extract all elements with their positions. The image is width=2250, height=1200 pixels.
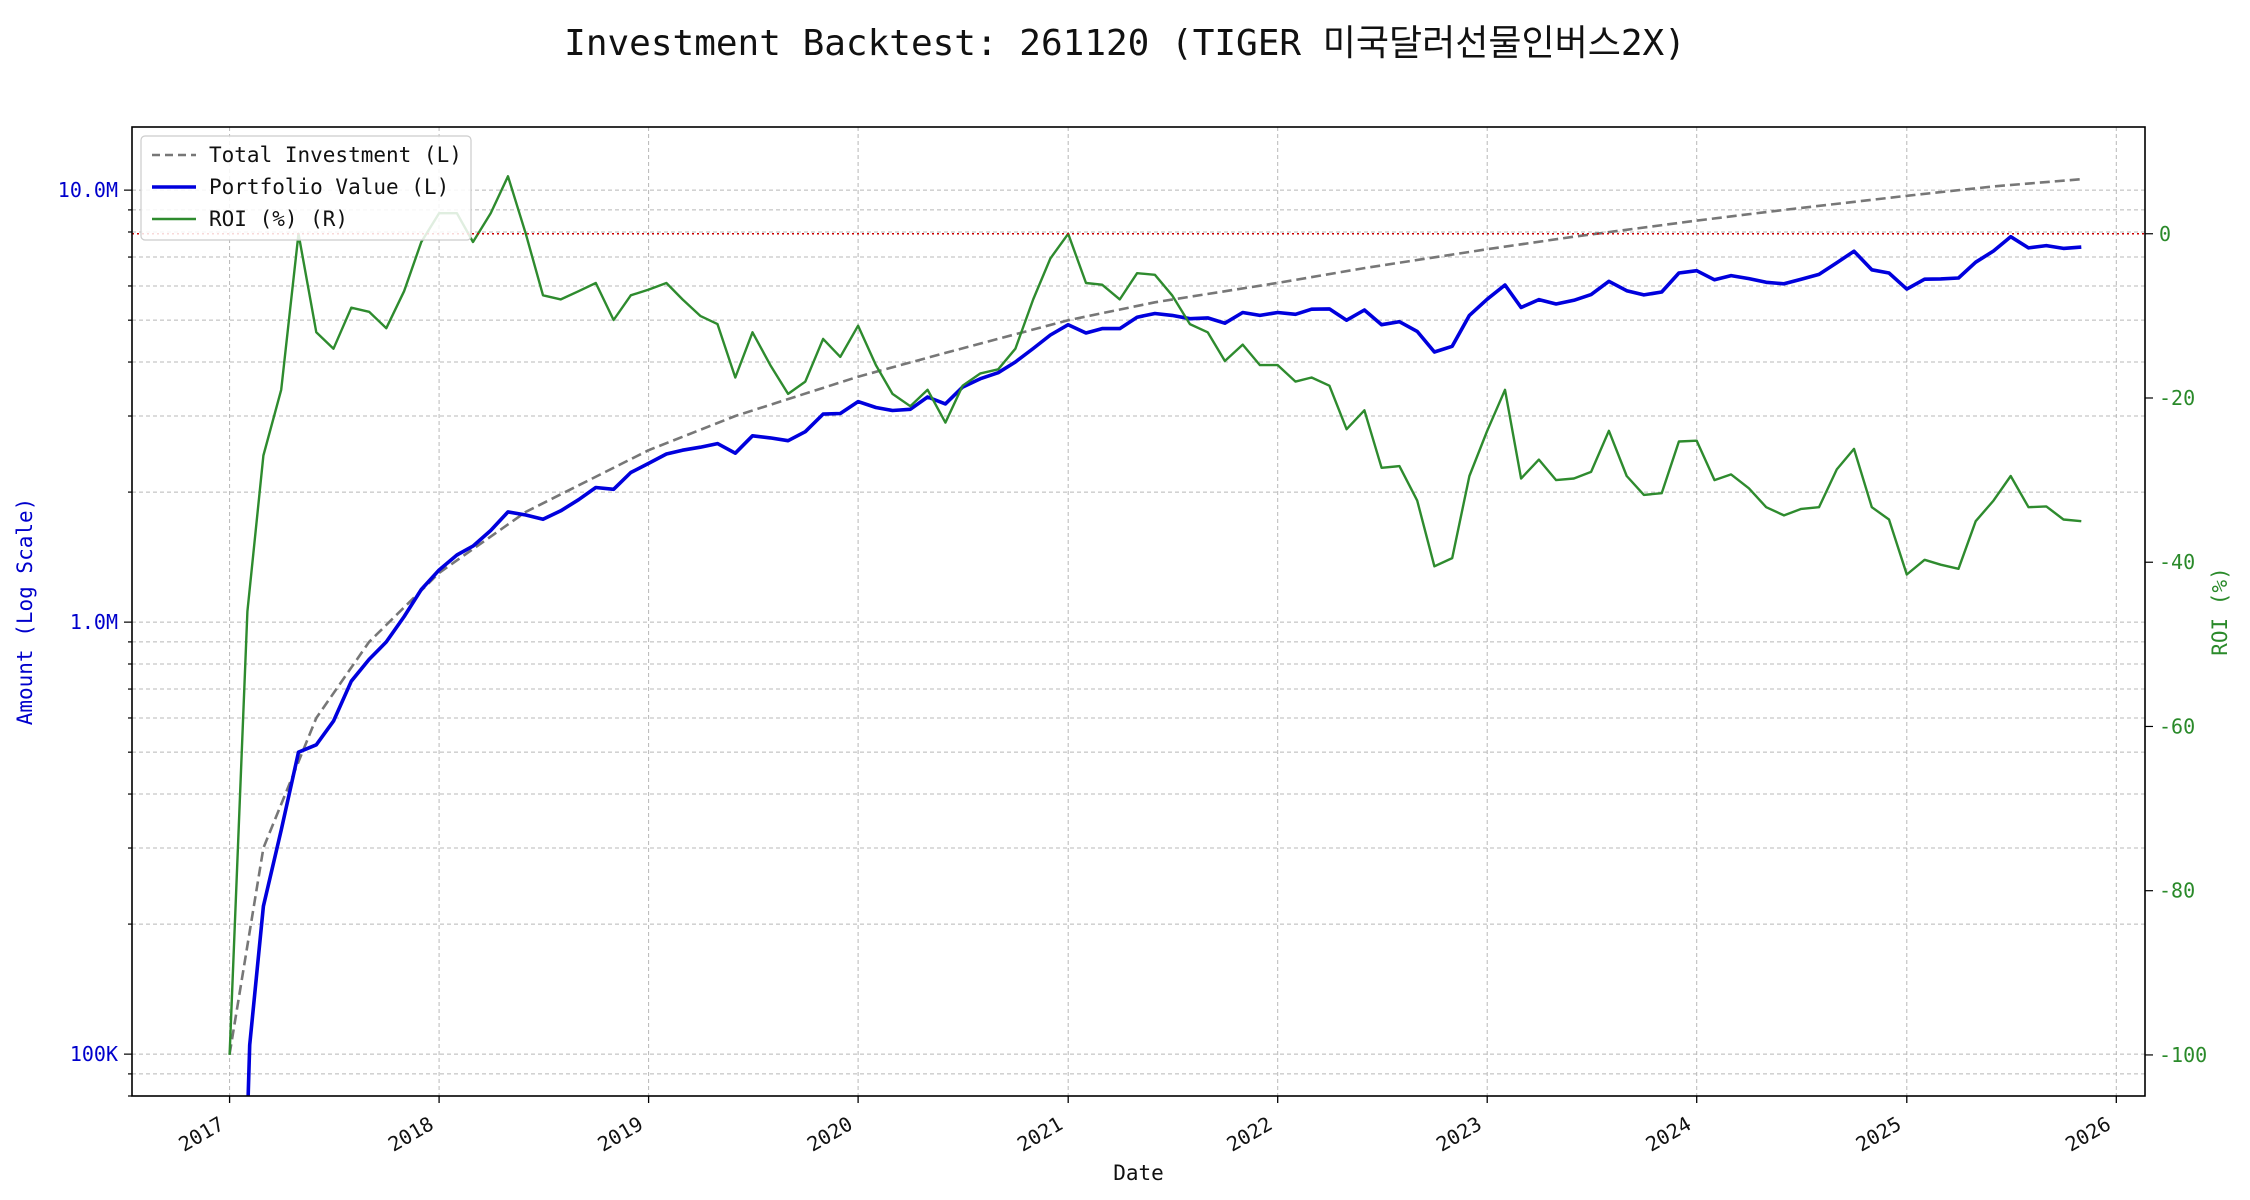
- x-tick-label: 2023: [1432, 1112, 1486, 1157]
- legend-label-roi: ROI (%) (R): [209, 207, 348, 231]
- x-tick-label: 2021: [1013, 1112, 1067, 1157]
- legend-label-portfolio-value: Portfolio Value (L): [209, 175, 449, 199]
- x-tick-label: 2024: [1641, 1112, 1695, 1157]
- legend-box: [140, 135, 472, 241]
- x-tick-label: 2026: [2061, 1112, 2115, 1157]
- y-axis-left-label: Amount (Log Scale): [13, 498, 37, 726]
- y-left-tick-label: 100K: [70, 1042, 118, 1066]
- tick-layer: 2017 2018 2019 2020 2021 2022 2023 2024 2025 2026…: [58, 178, 2207, 1156]
- x-tick-label: 2020: [803, 1112, 857, 1157]
- x-tick-label: 2018: [384, 1112, 438, 1157]
- legend: Total Investment (L) Portfolio Value (L)…: [140, 135, 472, 241]
- plot-frame: [131, 126, 2146, 1097]
- x-tick-label: 2025: [1852, 1112, 1906, 1157]
- x-axis-label: Date: [1113, 1161, 1164, 1185]
- y-left-tick-label: 10.0M: [58, 178, 118, 202]
- y-right-tick-label: -40: [2159, 550, 2195, 574]
- y-left-tick-label: 1.0M: [70, 610, 118, 634]
- series-line-portfolio-value: [246, 234, 2082, 1096]
- y-right-tick-label: -20: [2159, 386, 2195, 410]
- x-tick-label: 2017: [174, 1112, 228, 1157]
- legend-label-total-investment: Total Investment (L): [209, 143, 462, 167]
- y-right-tick-label: -80: [2159, 879, 2195, 903]
- chart-title: Investment Backtest: 261120 (TIGER 미국달러선…: [564, 23, 1686, 64]
- x-tick-label: 2022: [1222, 1112, 1276, 1157]
- series-line-roi: [228, 175, 2082, 1055]
- y-right-tick-label: -100: [2159, 1043, 2207, 1067]
- y-right-tick-label: -60: [2159, 714, 2195, 738]
- x-tick-label: 2019: [593, 1112, 647, 1157]
- y-right-tick-label: 0: [2159, 222, 2171, 246]
- series-line-total-investment: [228, 177, 2082, 1055]
- series-layer: [132, 175, 2145, 1096]
- y-axis-right-label: ROI (%): [2208, 567, 2232, 656]
